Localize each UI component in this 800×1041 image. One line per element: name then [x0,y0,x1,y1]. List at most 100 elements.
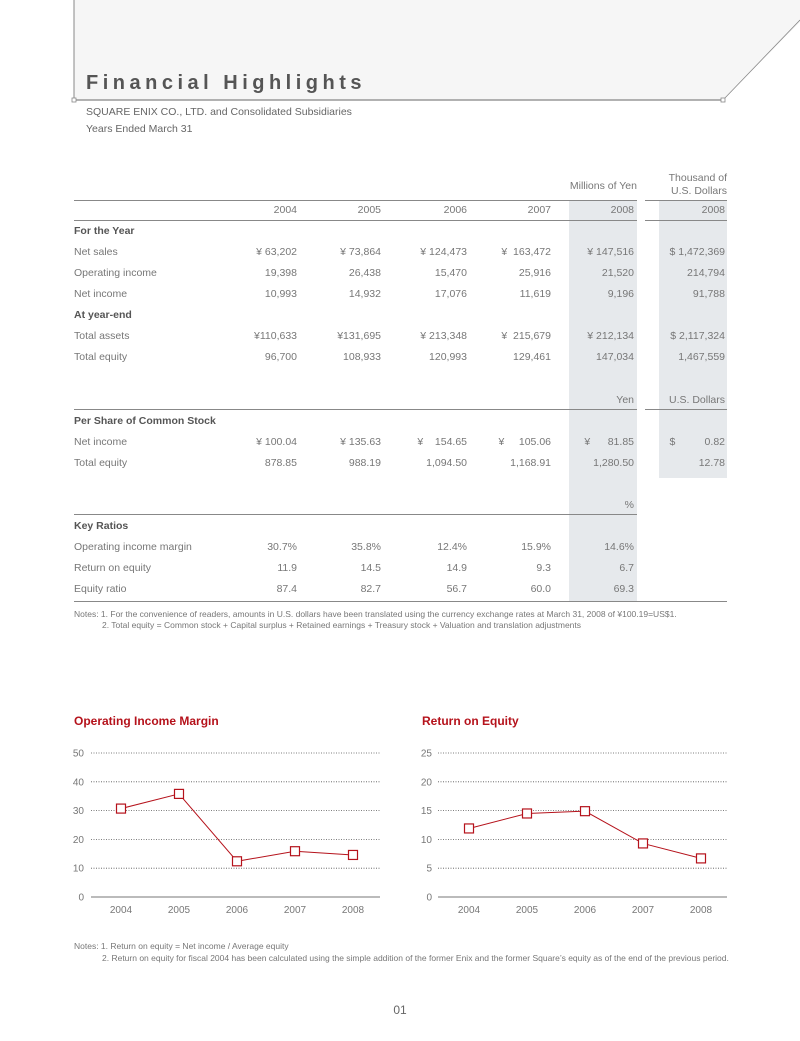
row-label: Equity ratio [74,583,127,595]
table-cell: $ 1,472,369 [669,246,725,258]
table-cell: 21,520 [601,267,634,279]
table-cell: 96,700 [264,351,297,363]
y-tick-label: 15 [421,806,433,817]
table-cell: ¥ 212,134 [587,330,634,342]
table-cell: 56.7 [446,583,467,595]
table-cell: 14,932 [348,288,381,300]
period: Years Ended March 31 [86,123,193,135]
row-label: Total equity [74,457,128,469]
y-tick-label: 10 [73,864,85,875]
x-tick-label: 2006 [574,905,597,916]
table-cell: 9,196 [607,288,634,300]
page-number: 01 [393,1003,407,1017]
data-point [579,806,591,817]
table-cell: ¥ 100.04 [256,436,297,448]
table-cell: 14.5 [360,562,381,574]
table-cell: 129,461 [513,351,551,363]
unit-thousand-usd-1: Thousand of [668,172,727,184]
rule [645,220,727,221]
table-cell: ¥ 73,864 [340,246,381,258]
table-cell: 87.4 [276,583,297,595]
y-tick-label: 20 [421,777,433,788]
year-header: 2008 [701,204,725,216]
table-cell: ¥ 154.65 [417,436,467,448]
y-tick-label: 10 [421,835,433,846]
data-point [115,803,127,814]
table-cell: 91,788 [692,288,725,300]
table-cell: 9.3 [536,562,551,574]
section-heading: For the Year [74,225,135,237]
table-cell: ¥ 163,472 [501,246,551,258]
rule [645,200,727,201]
table-cell: ¥131,695 [337,330,381,342]
table-cell: 12.4% [437,541,467,553]
table-cell: 1,467,559 [678,351,725,363]
table-cell: ¥ 215,679 [501,330,551,342]
unit-yen: Yen [616,394,634,406]
table-cell: 6.7 [619,562,634,574]
row-label: Total assets [74,330,130,342]
row-label: Net sales [74,246,118,258]
table-cell: 30.7% [267,541,297,553]
header-banner [71,0,800,103]
table-cell: 15,470 [434,267,467,279]
table-cell: $ 0.82 [669,436,725,448]
table-note-1: Notes: 1. For the convenience of readers… [74,609,677,619]
y-tick-label: 5 [426,864,432,875]
row-label: Operating income margin [74,541,192,553]
year-header: 2008 [610,204,634,216]
table-cell: 1,168.91 [510,457,551,469]
table-cell: ¥ 147,516 [587,246,634,258]
year-header: 2007 [527,204,551,216]
table-cell: ¥ 63,202 [256,246,297,258]
table-cell: 878.85 [264,457,297,469]
data-point [463,823,475,834]
table-cell: 17,076 [434,288,467,300]
y-tick-label: 40 [73,777,85,788]
table-cell: ¥ 124,473 [420,246,467,258]
y-tick-label: 50 [73,749,85,760]
x-tick-label: 2007 [284,905,307,916]
table-cell: 25,916 [518,267,551,279]
y-tick-label: 30 [73,806,85,817]
table-cell: $ 2,117,324 [670,330,725,342]
x-tick-label: 2005 [516,905,539,916]
unit-percent: % [624,499,634,511]
page-title: Financial Highlights [86,72,367,94]
table-cell: 35.8% [351,541,381,553]
data-point [347,849,359,861]
x-tick-label: 2005 [168,905,191,916]
unit-thousand-usd-2: U.S. Dollars [670,185,727,197]
table-cell: 11.9 [277,562,297,574]
table-cell: ¥ 135.63 [340,436,381,448]
rule [74,409,637,410]
data-point [173,788,185,799]
table-cell: 11,619 [519,288,551,300]
row-label: Return on equity [74,562,152,574]
unit-millions-yen: Millions of Yen [569,180,637,192]
table-cell: 120,993 [429,351,467,363]
row-label: Net income [74,288,128,300]
row-label: Operating income [74,267,157,279]
rule [74,514,637,515]
chart-note-1: Notes: 1. Return on equity = Net income … [74,941,289,951]
section-heading: Per Share of Common Stock [74,415,216,427]
y-tick-label: 20 [73,835,85,846]
table-cell: 108,933 [343,351,381,363]
year-header: 2006 [443,204,467,216]
table-cell: 60.0 [530,583,551,595]
rule [74,220,637,221]
x-tick-label: 2004 [110,905,133,916]
x-tick-label: 2008 [342,905,365,916]
table-cell: 14.6% [604,541,634,553]
year-header: 2004 [273,204,297,216]
data-point [521,808,533,819]
data-point [637,838,649,849]
shade-usd-2008 [659,200,727,478]
data-point [231,856,243,867]
section-heading: Key Ratios [74,520,129,532]
x-tick-label: 2007 [632,905,655,916]
chart-note-2: 2. Return on equity for fiscal 2004 has … [102,953,729,963]
